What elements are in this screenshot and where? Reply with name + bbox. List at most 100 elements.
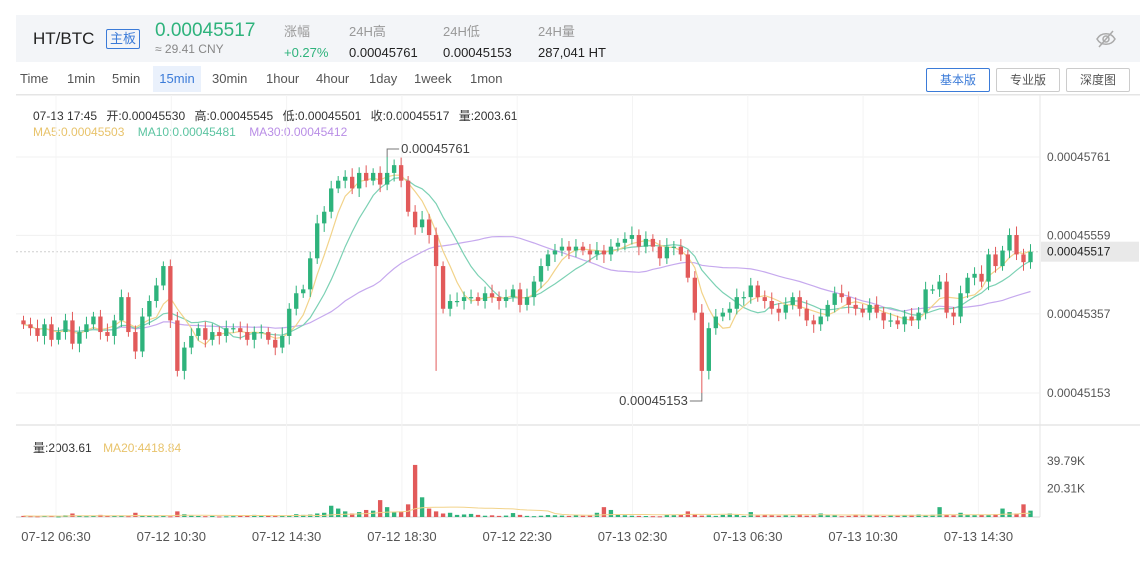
volume-bar	[818, 513, 823, 517]
eye-slash-icon[interactable]	[1095, 29, 1117, 49]
candle-body	[189, 335, 194, 348]
volume-bar	[517, 514, 523, 517]
current-price-label: 0.00045517	[1047, 245, 1111, 259]
volume-bar	[1014, 513, 1019, 517]
candle-body	[273, 339, 278, 348]
time-tick-label: 07-12 14:30	[252, 529, 321, 544]
time-tick-label: 07-12 10:30	[137, 529, 206, 544]
candle-body	[154, 285, 159, 302]
candle-body	[336, 180, 341, 189]
price-tick-label: 0.00045761	[1047, 150, 1111, 164]
timeframe-1hour[interactable]: 1hour	[266, 71, 300, 86]
volume-bar	[1028, 510, 1033, 517]
candle-body	[517, 289, 523, 305]
time-tick-label: 07-12 18:30	[367, 529, 436, 544]
depth-chart-button[interactable]: 深度图	[1066, 68, 1130, 92]
candle-body	[832, 293, 837, 305]
candle-body	[447, 301, 453, 309]
timeframe-30min[interactable]: 30min	[212, 71, 248, 86]
timeframe-1week[interactable]: 1week	[414, 71, 452, 86]
volume-bar	[664, 514, 670, 517]
volume-bar	[699, 515, 704, 517]
volume-bar	[266, 515, 271, 517]
volume-bar	[203, 516, 208, 518]
volume-bar	[755, 515, 760, 517]
volume-bar	[210, 515, 215, 517]
volume-bar	[461, 514, 467, 517]
candle-body	[77, 332, 82, 344]
volume-bar	[161, 516, 166, 518]
volume-bar	[217, 516, 222, 518]
volume-bar	[944, 515, 949, 517]
candle-body	[350, 176, 355, 189]
candle-body	[622, 238, 628, 243]
candle-body	[748, 285, 753, 298]
candle-body	[98, 316, 103, 333]
candle-body	[329, 188, 334, 212]
volume-bar	[175, 511, 180, 517]
basic-view-button[interactable]: 基本版	[926, 68, 990, 92]
candle-body	[685, 254, 691, 278]
candle-body	[601, 250, 607, 255]
candle-body	[510, 289, 516, 298]
timeframe-5min[interactable]: 5min	[112, 71, 141, 86]
volume-bar	[105, 516, 110, 518]
timeframe-4hour[interactable]: 4hour	[316, 71, 350, 86]
ma10-value: MA10:0.00045481	[137, 125, 236, 139]
candle-body	[608, 246, 614, 255]
candle-body	[405, 180, 411, 212]
candle-body	[391, 165, 397, 173]
candle-body	[231, 328, 236, 330]
volume-bar	[440, 513, 446, 517]
volume-bar	[853, 514, 858, 517]
volume-bar	[140, 515, 145, 517]
candle-body	[636, 235, 642, 247]
candle-body	[1014, 235, 1019, 255]
volume-bar	[720, 514, 725, 517]
volume-bar	[895, 515, 900, 517]
timeframe-1day[interactable]: 1day	[369, 71, 398, 86]
volume-bar	[937, 507, 942, 517]
pair-name[interactable]: HT/BTC	[33, 29, 95, 48]
volume-bar	[531, 516, 537, 518]
volume-bar	[657, 516, 663, 518]
candle-body	[461, 297, 467, 302]
candle-body	[741, 297, 746, 299]
ma30-line	[23, 235, 1031, 332]
volume-bar	[902, 515, 907, 517]
volume-bar	[552, 515, 558, 517]
volume-bar	[280, 516, 285, 518]
candle-body	[916, 312, 921, 321]
candle-body	[70, 320, 75, 344]
volume-bar	[979, 514, 984, 517]
candle-body	[524, 297, 530, 305]
candle-body	[839, 293, 844, 298]
ohlc-info: 07-13 17:45 开:0.00045530 高:0.00045545 低:…	[33, 107, 523, 124]
volume-bar	[447, 512, 453, 517]
volume-bar	[888, 515, 893, 517]
candle-body	[881, 312, 886, 321]
volume-ma20-value: MA20:4418.84	[103, 441, 182, 455]
candle-body	[650, 238, 656, 247]
timeframe-time[interactable]: Time	[20, 71, 49, 86]
volume-bar	[21, 515, 26, 517]
candle-body	[944, 281, 949, 313]
pro-view-button[interactable]: 专业版	[996, 68, 1060, 92]
volume-bar	[671, 515, 677, 517]
time-tick-label: 07-12 06:30	[21, 529, 90, 544]
volume-bar	[797, 514, 802, 517]
volume-bar	[713, 515, 718, 517]
timeframe-1mon[interactable]: 1mon	[470, 71, 503, 86]
time-tick-label: 07-13 02:30	[598, 529, 667, 544]
timeframe-15min[interactable]: 15min	[153, 66, 201, 92]
candle-body	[1021, 254, 1026, 263]
candle-body	[986, 254, 991, 282]
timeframe-1min[interactable]: 1min	[67, 71, 96, 86]
price-tick-label: 0.00045357	[1047, 307, 1111, 321]
candle-body	[825, 304, 830, 317]
volume-bar	[49, 516, 54, 518]
candle-body	[28, 324, 33, 329]
stat-24h-volume-label: 24H量	[538, 24, 575, 39]
price-cny: ≈ 29.41 CNY	[155, 42, 224, 56]
